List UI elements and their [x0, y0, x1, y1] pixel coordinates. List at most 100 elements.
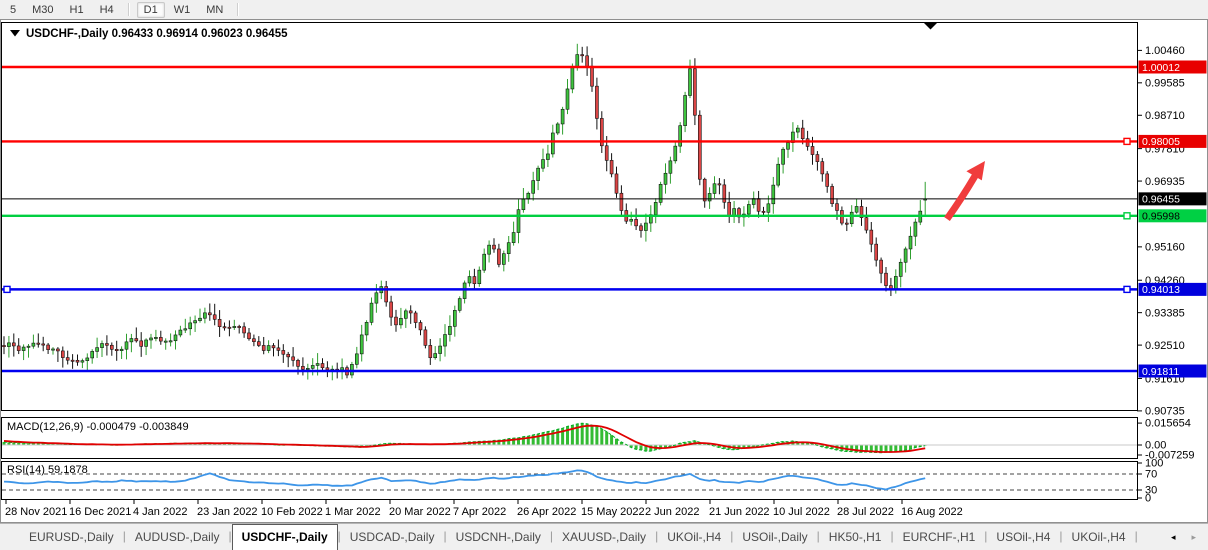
tab-usdcnh-daily[interactable]: USDCNH-,Daily	[455, 530, 541, 544]
svg-text:0.98710: 0.98710	[1145, 110, 1185, 122]
tab-eurusd-daily[interactable]: EURUSD-,Daily	[29, 530, 114, 544]
tab-scroll-left-icon[interactable]: ◂	[1170, 532, 1176, 542]
chart-shift-marker-icon[interactable]	[924, 23, 937, 30]
svg-text:0.94013: 0.94013	[1142, 284, 1180, 296]
price-badge: 0.98005	[1138, 134, 1207, 148]
tab-xauusd-daily[interactable]: XAUUSD-,Daily	[562, 530, 647, 544]
price-badge: 0.96455	[1138, 192, 1207, 206]
svg-text:0.95160: 0.95160	[1145, 242, 1185, 254]
toolbar-separator	[127, 3, 130, 16]
svg-text:70: 70	[1145, 469, 1157, 481]
tab-separator: |	[730, 529, 734, 543]
tab-usdchf-daily[interactable]: USDCHF-,Daily	[231, 524, 338, 550]
svg-text:100: 100	[1145, 458, 1163, 470]
svg-text:0.00: 0.00	[1145, 440, 1166, 452]
timeframe-button-h4[interactable]: H4	[99, 3, 114, 16]
timeframe-button-5[interactable]: 5	[10, 3, 17, 16]
rsi-line	[3, 469, 926, 491]
tab-separator: |	[984, 529, 988, 543]
tab-separator: |	[1059, 529, 1063, 543]
svg-text:26 Apr 2022: 26 Apr 2022	[517, 506, 576, 518]
timeframe-button-w1[interactable]: W1	[173, 3, 191, 16]
svg-text:10 Jul 2022: 10 Jul 2022	[773, 506, 830, 518]
svg-text:0.96455: 0.96455	[1142, 194, 1180, 206]
svg-text:0.99585: 0.99585	[1145, 78, 1185, 90]
svg-text:0.91811: 0.91811	[1142, 366, 1179, 378]
tab-scroll-right-icon[interactable]: ▸	[1191, 532, 1196, 542]
symbol-dropdown-icon[interactable]	[10, 30, 20, 37]
timeframe-button-m30[interactable]: M30	[32, 3, 54, 16]
tab-audusd-daily[interactable]: AUDUSD-,Daily	[134, 530, 220, 544]
tab-ukoil-h4[interactable]: UKOil-,H4	[1071, 530, 1126, 544]
svg-text:20 Mar 2022: 20 Mar 2022	[389, 506, 451, 518]
rsi-pane-border	[1, 461, 1138, 500]
line-handle[interactable]	[1123, 137, 1131, 146]
price-badge: 0.91811	[1138, 364, 1207, 378]
price-badge: 0.95998	[1138, 209, 1207, 223]
svg-text:0: 0	[1145, 493, 1151, 505]
tab-separator: |	[337, 529, 341, 543]
svg-text:0.93385: 0.93385	[1145, 307, 1185, 319]
svg-text:1.00460: 1.00460	[1145, 45, 1185, 57]
rsi-label: RSI(14) 59.1878	[7, 464, 88, 476]
candlestick-series	[2, 43, 928, 381]
svg-text:1 Mar 2022: 1 Mar 2022	[325, 506, 381, 518]
chart-window	[0, 19, 1208, 523]
tab-hk50-h1[interactable]: HK50-,H1	[828, 530, 882, 544]
svg-text:0.98005: 0.98005	[1142, 136, 1180, 148]
tab-separator: |	[549, 529, 554, 543]
svg-text:0.015654: 0.015654	[1145, 418, 1191, 430]
tab-separator: |	[443, 529, 447, 543]
line-handle[interactable]	[3, 285, 11, 294]
svg-text:30: 30	[1145, 485, 1157, 497]
tab-eurchf-h1[interactable]: EURCHF-,H1	[902, 530, 976, 544]
chart-area[interactable]: 1.004600.995850.987100.978100.969350.951…	[0, 19, 1208, 523]
price-pane-border	[1, 22, 1138, 411]
tab-usdcad-daily[interactable]: USDCAD-,Daily	[349, 530, 435, 544]
chart-tab-bar: EURUSD-,Daily | AUDUSD-,Daily | USDCHF-,Dail…	[0, 523, 1208, 550]
svg-text:28 Nov 2021: 28 Nov 2021	[5, 506, 67, 518]
tab-usoil-h4[interactable]: USOil-,H4	[996, 530, 1051, 544]
timeframe-button-d1[interactable]: D1	[136, 1, 165, 18]
price-badge: 0.94013	[1138, 282, 1207, 296]
tab-separator: |	[816, 529, 820, 543]
chart-title: USDCHF-,Daily 0.96433 0.96914 0.96023 0.…	[10, 28, 288, 40]
macd-signal-line	[3, 424, 926, 453]
line-handle[interactable]	[1123, 212, 1131, 220]
svg-text:0.95998: 0.95998	[1142, 211, 1180, 223]
tab-separator: |	[228, 529, 232, 543]
macd-label: MACD(12,26,9) -0.000479 -0.003849	[7, 421, 189, 433]
svg-text:7 Apr 2022: 7 Apr 2022	[453, 506, 506, 518]
tab-separator: |	[890, 529, 894, 543]
svg-text:0.92510: 0.92510	[1145, 340, 1185, 352]
svg-text:2 Jun 2022: 2 Jun 2022	[645, 506, 699, 518]
macd-axis: 0.015654 0.00-0.007259	[1137, 418, 1195, 462]
timeframe-button-h1[interactable]: H1	[69, 3, 84, 16]
symbol-tabs: EURUSD-,Daily | AUDUSD-,Daily | USDCHF-,Dail…	[0, 524, 1138, 550]
svg-text:10 Feb 2022: 10 Feb 2022	[261, 506, 323, 518]
date-axis: 28 Nov 2021 16 Dec 2021 4 Jan 2022 23 Jan 2…	[5, 499, 963, 518]
svg-text:15 May 2022: 15 May 2022	[581, 506, 645, 518]
tab-separator: |	[1134, 529, 1138, 543]
line-handle[interactable]	[1123, 285, 1131, 294]
tab-usoil-daily[interactable]: USOil-,Daily	[742, 530, 808, 544]
timeframe-button-mn[interactable]: MN	[206, 3, 224, 16]
timeframe-toolbar: 5 M30 H1 H4 D1 W1 MN	[0, 0, 1208, 19]
svg-text:-0.007259: -0.007259	[1145, 450, 1195, 462]
macd-pane-border	[1, 417, 1138, 459]
svg-text:21 Jun 2022: 21 Jun 2022	[709, 506, 770, 518]
tab-scroll-nav: ◂ ▸	[1171, 524, 1208, 550]
svg-text:1.00012: 1.00012	[1142, 62, 1180, 74]
tab-separator: |	[122, 529, 126, 543]
price-badge: 1.00012	[1138, 60, 1207, 74]
svg-text:28 Jul 2022: 28 Jul 2022	[837, 506, 894, 518]
trend-arrow[interactable]	[944, 161, 985, 222]
tab-separator: |	[655, 529, 659, 543]
svg-text:16 Dec 2021: 16 Dec 2021	[69, 506, 131, 518]
tab-ukoil-h4[interactable]: UKOil-,H4	[667, 530, 722, 544]
svg-text:0.90735: 0.90735	[1145, 406, 1185, 418]
svg-text:USDCHF-,Daily 0.96433 0.96914: USDCHF-,Daily 0.96433 0.96914 0.96023 0.…	[26, 28, 288, 40]
svg-text:4 Jan 2022: 4 Jan 2022	[133, 506, 187, 518]
toolbar-separator	[237, 3, 240, 16]
